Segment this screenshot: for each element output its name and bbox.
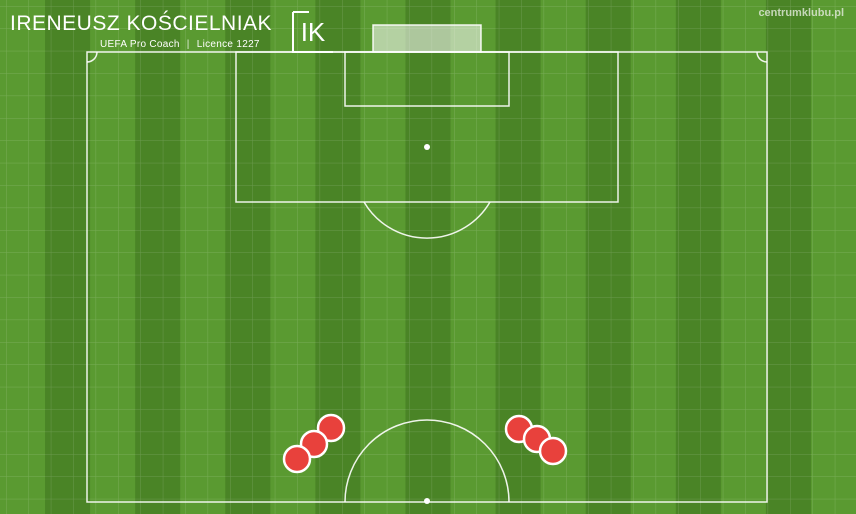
centre-circle — [344, 419, 510, 503]
penalty-arc — [363, 201, 491, 239]
corner-arc-left — [86, 51, 98, 63]
coach-name: IRENEUSZ KOŚCIELNIAK — [10, 12, 273, 35]
logo-frame — [292, 11, 333, 53]
coach-role: UEFA Pro Coach — [100, 39, 180, 50]
coach-licence: Licence 1227 — [196, 39, 260, 50]
logo-text: IK — [300, 17, 326, 47]
coach-credentials: UEFA Pro Coach | Licence 1227 — [100, 39, 260, 50]
centre-spot — [424, 498, 430, 504]
corner-arc-right — [756, 51, 768, 63]
website-watermark: centrumklubu.pl — [758, 7, 844, 19]
player-marker-right-3[interactable] — [538, 436, 568, 466]
penalty-spot — [424, 144, 430, 150]
penalty-area — [235, 51, 619, 203]
player-marker-left-3[interactable] — [282, 444, 312, 474]
ik-logo: IK — [291, 10, 335, 54]
goal — [372, 24, 482, 53]
credentials-separator: | — [186, 39, 190, 50]
